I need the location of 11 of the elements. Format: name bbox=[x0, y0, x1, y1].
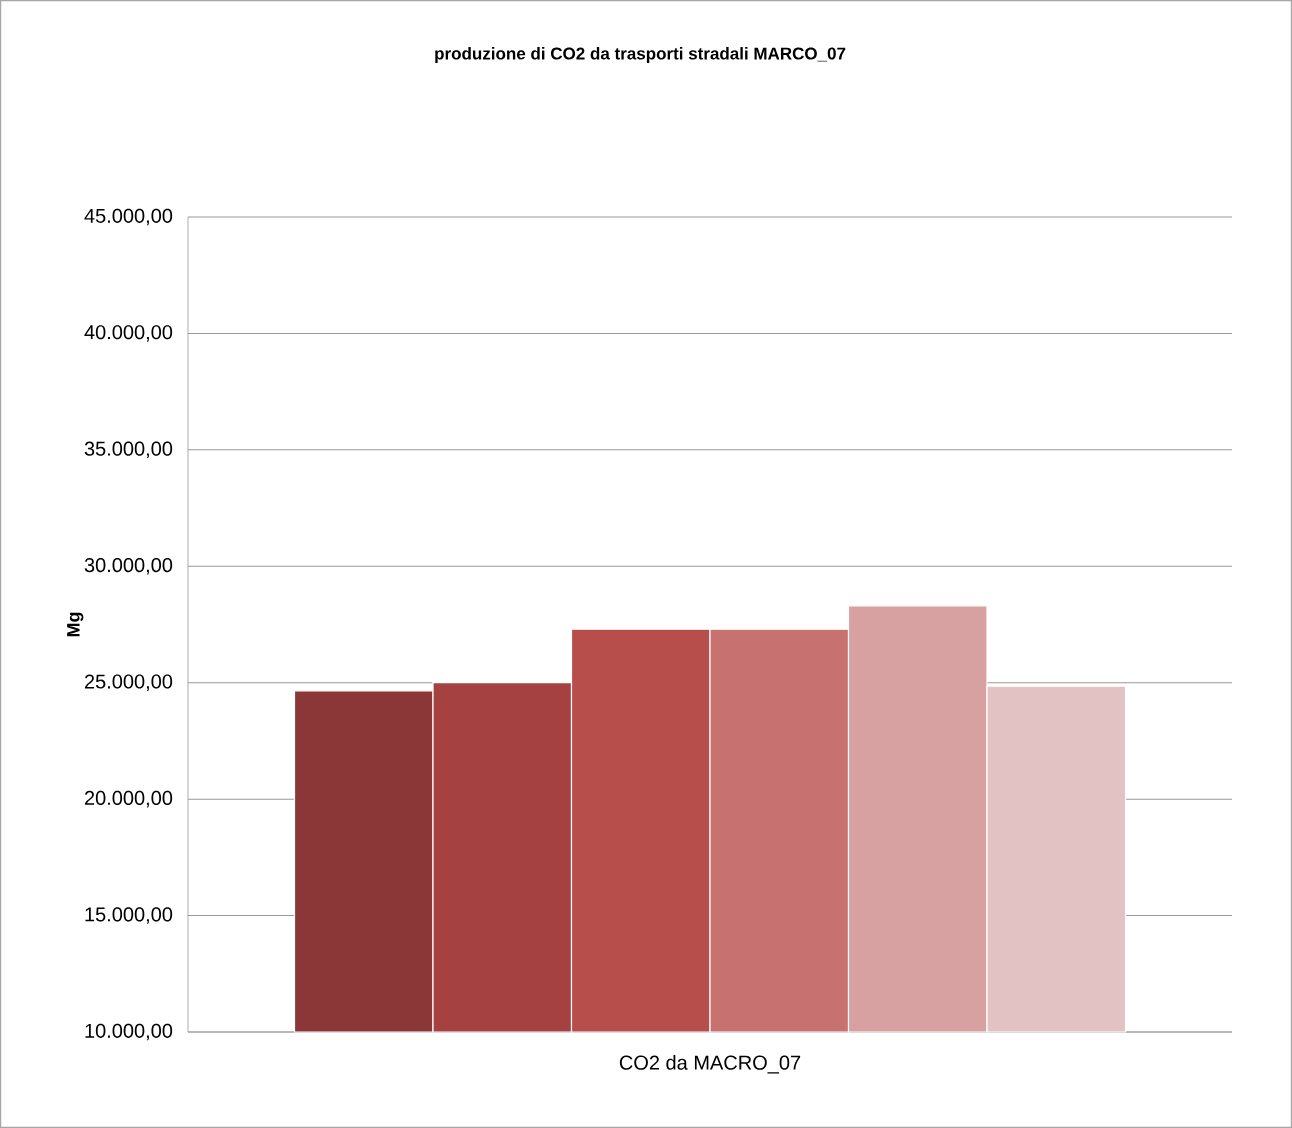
y-axis-title: Mg bbox=[67, 612, 84, 637]
y-tick-label: 25.000,00 bbox=[84, 674, 173, 691]
chart-title: produzione di CO2 da trasporti stradali MARCO_07 bbox=[435, 47, 846, 63]
y-tick-label: 15.000,00 bbox=[85, 907, 173, 924]
y-tick-label: 30.000,00 bbox=[84, 558, 173, 575]
x-tick-label: CO2 da MACRO_07 bbox=[619, 1055, 801, 1074]
y-tick-label: 10.000,00 bbox=[85, 1023, 173, 1041]
y-tick-label: 20.000,00 bbox=[84, 790, 173, 808]
y-tick-label: 35.000,00 bbox=[84, 441, 173, 459]
y-tick-label: 40.000,00 bbox=[84, 325, 173, 342]
y-tick-label: 45.000,00 bbox=[84, 208, 173, 226]
